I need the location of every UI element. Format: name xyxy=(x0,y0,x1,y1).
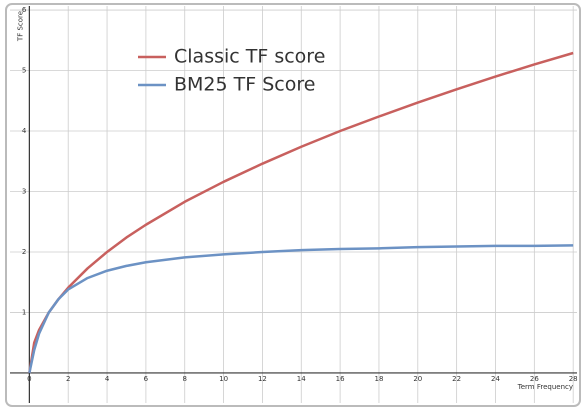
x-tick-label: 28 xyxy=(569,375,578,383)
y-tick-label: 2 xyxy=(22,248,26,256)
series-line xyxy=(28,244,574,374)
x-axis-label: Term Frequency xyxy=(517,383,573,391)
x-tick-label: 18 xyxy=(374,375,383,383)
x-tick-label: 20 xyxy=(413,375,422,383)
plot xyxy=(28,51,574,374)
legend-label: BM25 TF Score xyxy=(174,74,315,96)
x-tick-label: 24 xyxy=(491,375,500,383)
x-tick-label: 14 xyxy=(297,375,306,383)
x-tick-label: 26 xyxy=(530,375,539,383)
legend-label: Classic TF score xyxy=(174,46,325,68)
x-tick-label: 16 xyxy=(336,375,345,383)
x-tick-label: 6 xyxy=(144,375,149,383)
x-tick-label: 10 xyxy=(219,375,228,383)
x-tick-label: 4 xyxy=(105,375,110,383)
x-tick-label: 12 xyxy=(258,375,267,383)
y-tick-label: 1 xyxy=(22,308,26,316)
x-tick-label: 2 xyxy=(66,375,70,383)
x-tick-label: 8 xyxy=(183,375,187,383)
grid: 0246810121416182022242628123456Term Freq… xyxy=(10,6,578,403)
y-axis-label: TF Score xyxy=(16,11,24,42)
y-tick-label: 5 xyxy=(22,67,26,75)
y-tick-label: 3 xyxy=(22,187,26,195)
x-tick-label: 22 xyxy=(452,375,461,383)
y-tick-label: 6 xyxy=(22,6,27,14)
frame xyxy=(5,3,581,407)
legend: Classic TF score BM25 TF Score xyxy=(138,46,325,96)
y-tick-label: 4 xyxy=(22,127,27,135)
